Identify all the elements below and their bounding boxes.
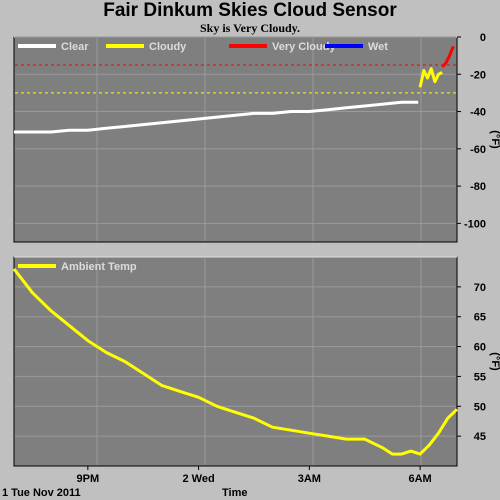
y-tick-label: 0 [480, 32, 486, 44]
x-tick-label: 2 Wed [182, 473, 214, 485]
y-tick-label: 65 [474, 312, 486, 324]
legend-label: Clear [61, 41, 89, 53]
sky-temperature-panel: 0 -20 -40 -60 -80 -100 (°F) Clear Cloudy Very Clo… [13, 32, 500, 243]
x-tick-label: 9PM [77, 473, 100, 485]
y-tick-label: 50 [474, 401, 486, 413]
x-axis-label: Time [222, 487, 247, 499]
x-tick-label: 3AM [298, 473, 321, 485]
page-title: Fair Dinkum Skies Cloud Sensor [103, 0, 397, 21]
series-line [12, 267, 459, 456]
y-tick-label: 45 [474, 431, 486, 443]
series-line [14, 100, 419, 134]
series-line [441, 45, 455, 68]
y-tick-label: 70 [474, 282, 486, 294]
y-tick-label: -60 [470, 144, 486, 156]
plot-area [13, 36, 458, 243]
legend-label: Very Cloudy [272, 41, 336, 53]
y-tick-label: -100 [464, 218, 486, 230]
y-tick-label: 60 [474, 342, 486, 354]
sky-status-text: Sky is Very Cloudy. [199, 21, 301, 35]
y-tick-label: -80 [470, 181, 486, 193]
legend-label: Cloudy [149, 41, 187, 53]
y-axis-label: (°F) [489, 130, 500, 149]
legend-label: Ambient Temp [61, 261, 137, 273]
y-tick-label: -20 [470, 69, 486, 81]
series-line [418, 67, 443, 88]
ambient-temperature-panel: 70 65 60 55 50 45 (°F) 9PM 2 Wed 3AM 6AM Ambient Te… [12, 256, 500, 485]
x-tick-label: 6AM [408, 473, 431, 485]
y-axis-label: (°F) [489, 352, 500, 371]
legend-label: Wet [368, 41, 388, 53]
plot-area [13, 256, 458, 467]
date-label: 1 Tue Nov 2011 [2, 487, 81, 499]
y-tick-label: -40 [470, 107, 486, 119]
y-tick-label: 55 [474, 371, 486, 383]
